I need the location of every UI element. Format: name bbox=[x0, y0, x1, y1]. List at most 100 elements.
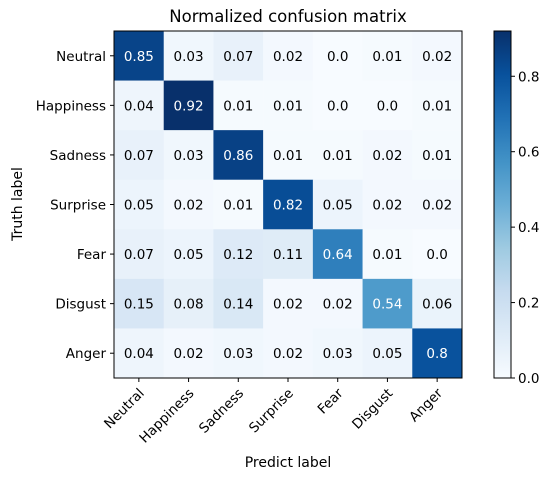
cell-value-label: 0.02 bbox=[174, 346, 204, 362]
heatmap-cell bbox=[163, 80, 214, 131]
colorbar-tick-label: 0.4 bbox=[518, 220, 539, 236]
cell-value-label: 0.15 bbox=[124, 297, 154, 313]
heatmap-cell bbox=[362, 130, 413, 181]
heatmap-cell bbox=[312, 31, 363, 81]
chart-title: Normalized confusion matrix bbox=[169, 7, 407, 26]
heatmap-cell bbox=[263, 278, 314, 329]
heatmap-cell bbox=[114, 130, 165, 181]
heatmap-cell bbox=[412, 229, 463, 280]
heatmap-cell bbox=[263, 130, 314, 181]
cell-value-label: 0.02 bbox=[174, 198, 204, 214]
heatmap-cell bbox=[263, 31, 314, 81]
cell-value-label: 0.12 bbox=[223, 247, 253, 263]
y-tick-label: Disgust bbox=[55, 297, 106, 313]
cell-value-label: 0.06 bbox=[422, 297, 452, 313]
cell-value-label: 0.05 bbox=[174, 247, 204, 263]
heatmap-cell bbox=[263, 229, 314, 280]
cell-value-label: 0.04 bbox=[124, 346, 154, 362]
heatmap-cell bbox=[362, 328, 413, 379]
cell-value-label: 0.03 bbox=[223, 346, 253, 362]
heatmap-cell bbox=[163, 328, 214, 379]
cell-value-label: 0.54 bbox=[372, 297, 402, 313]
cell-value-label: 0.0 bbox=[426, 247, 447, 263]
cell-value-label: 0.05 bbox=[372, 346, 402, 362]
heatmap-cell bbox=[412, 328, 463, 379]
cell-value-label: 0.14 bbox=[223, 297, 253, 313]
cell-value-label: 0.02 bbox=[422, 198, 452, 214]
cell-value-label: 0.07 bbox=[124, 148, 154, 164]
colorbar-ticks: 0.0 0.2 0.4 0.6 0.8 bbox=[511, 69, 539, 387]
cell-value-label: 0.05 bbox=[124, 198, 154, 214]
cell-value-label: 0.01 bbox=[422, 148, 452, 164]
heatmap-cell bbox=[412, 278, 463, 329]
heatmap-cell bbox=[412, 130, 463, 181]
colorbar-tick-label: 0.2 bbox=[518, 296, 539, 312]
cell-value-label: 0.01 bbox=[223, 98, 253, 114]
x-tick-label: Sadness bbox=[196, 386, 247, 437]
cell-value-label: 0.01 bbox=[372, 49, 402, 65]
heatmap-cell bbox=[213, 229, 264, 280]
cell-value-label: 0.05 bbox=[323, 198, 353, 214]
x-axis-label: Predict label bbox=[245, 455, 332, 471]
cell-value-label: 0.0 bbox=[327, 49, 348, 65]
y-tick-label: Anger bbox=[66, 346, 107, 362]
heatmap-cell bbox=[263, 328, 314, 379]
heatmap-cell bbox=[312, 278, 363, 329]
heatmap-cell bbox=[213, 278, 264, 329]
heatmap-cell bbox=[163, 179, 214, 230]
cell-value-label: 0.02 bbox=[273, 297, 303, 313]
cell-value-label: 0.03 bbox=[174, 148, 204, 164]
cell-value-label: 0.01 bbox=[273, 148, 303, 164]
y-tick-label: Neutral bbox=[56, 49, 106, 65]
cell-value-label: 0.03 bbox=[174, 49, 204, 65]
heatmap-cell bbox=[114, 278, 165, 329]
heatmap-cell bbox=[362, 229, 413, 280]
colorbar bbox=[493, 30, 512, 379]
heatmap-cell bbox=[114, 31, 165, 81]
y-tick-label: Sadness bbox=[50, 148, 106, 164]
heatmap-cell bbox=[263, 80, 314, 131]
heatmap-cell bbox=[362, 179, 413, 230]
heatmap-cell bbox=[114, 179, 165, 230]
heatmap-cell bbox=[312, 229, 363, 280]
x-tick-label: Neutral bbox=[101, 386, 148, 433]
x-tick-label: Disgust bbox=[349, 386, 396, 433]
y-tick-label: Surprise bbox=[50, 198, 106, 214]
cell-value-label: 0.0 bbox=[377, 98, 398, 114]
heatmap-cell bbox=[213, 80, 264, 131]
heatmap-cell bbox=[213, 179, 264, 230]
cell-value-label: 0.03 bbox=[323, 346, 353, 362]
cell-value-label: 0.64 bbox=[323, 247, 353, 263]
cell-value-label: 0.02 bbox=[323, 297, 353, 313]
cell-value-label: 0.02 bbox=[372, 148, 402, 164]
heatmap-cell bbox=[163, 31, 214, 81]
heatmap-cell bbox=[114, 80, 165, 131]
cell-value-label: 0.02 bbox=[273, 346, 303, 362]
heatmap-cell bbox=[362, 80, 413, 131]
heatmap-cell bbox=[412, 179, 463, 230]
heatmap-cell bbox=[312, 179, 363, 230]
heatmap-cells: 0.85 0.03 0.07 0.02 0.0 0.01 0.02 0.04 0.92 0.01 0… bbox=[114, 31, 463, 379]
cell-value-label: 0.8 bbox=[426, 346, 447, 362]
heatmap-cell bbox=[163, 278, 214, 329]
y-tick-label: Happiness bbox=[36, 98, 106, 114]
heatmap-cell bbox=[312, 328, 363, 379]
heatmap-cell bbox=[213, 328, 264, 379]
cell-value-label: 0.02 bbox=[273, 49, 303, 65]
cell-value-label: 0.82 bbox=[273, 198, 303, 214]
heatmap-cell bbox=[412, 31, 463, 81]
colorbar-tick-label: 0.8 bbox=[518, 69, 539, 85]
heatmap-cell bbox=[312, 130, 363, 181]
heatmap-cell bbox=[263, 179, 314, 230]
heatmap-cell bbox=[163, 229, 214, 280]
x-tick-label: Anger bbox=[406, 385, 446, 425]
heatmap-cell bbox=[114, 229, 165, 280]
cell-value-label: 0.07 bbox=[223, 49, 253, 65]
cell-value-label: 0.11 bbox=[273, 247, 303, 263]
heatmap-cell bbox=[213, 31, 264, 81]
cell-value-label: 0.01 bbox=[273, 98, 303, 114]
cell-value-label: 0.01 bbox=[223, 198, 253, 214]
cell-value-label: 0.02 bbox=[372, 198, 402, 214]
